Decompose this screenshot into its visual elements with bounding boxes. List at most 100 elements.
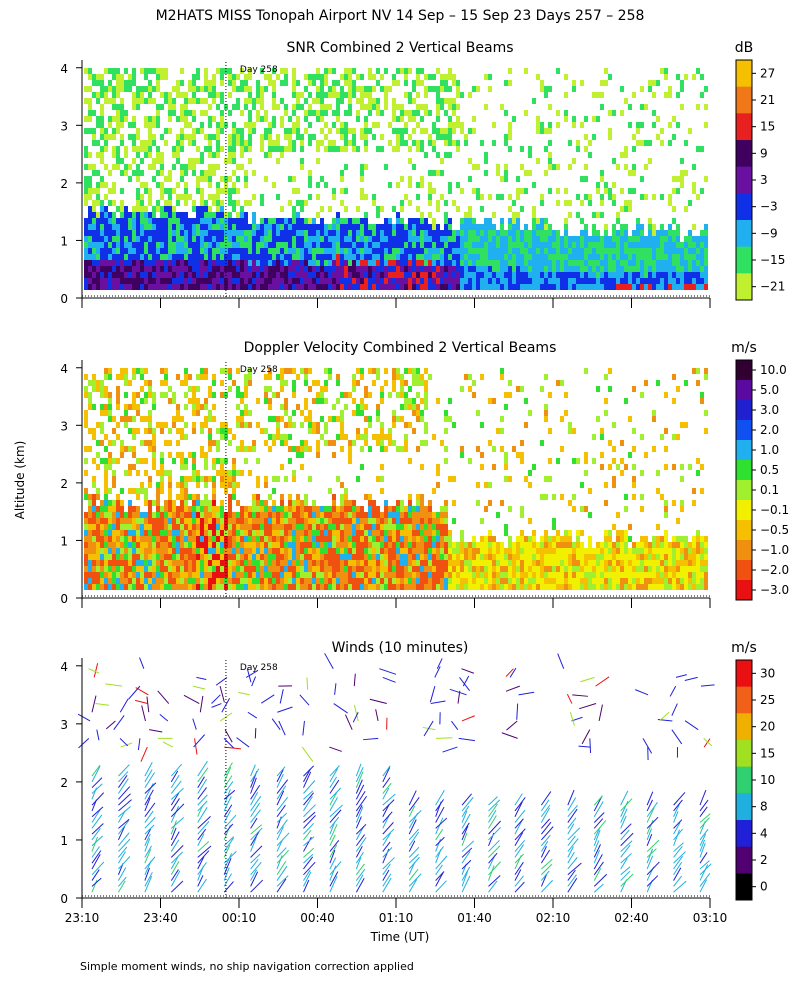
- snr-cell: [368, 68, 372, 74]
- snr-cell: [352, 86, 356, 92]
- snr-cell: [264, 134, 268, 140]
- snr-cell: [116, 146, 120, 152]
- doppler-cell: [360, 464, 364, 470]
- doppler-cell: [192, 428, 196, 434]
- doppler-cell: [172, 566, 176, 572]
- snr-cell: [548, 128, 552, 134]
- snr-cell: [296, 134, 300, 140]
- snr-cell: [380, 272, 384, 278]
- snr-cell: [392, 272, 396, 278]
- snr-cell: [560, 266, 564, 272]
- snr-cell: [704, 284, 708, 290]
- snr-cell: [356, 110, 360, 116]
- snr-cell: [676, 284, 680, 290]
- snr-cell: [568, 236, 572, 242]
- doppler-cell: [344, 572, 348, 578]
- snr-cell: [160, 272, 164, 278]
- doppler-cell: [240, 560, 244, 566]
- snr-cell: [396, 134, 400, 140]
- snr-cell: [208, 134, 212, 140]
- doppler-cell: [144, 572, 148, 578]
- doppler-cell: [368, 524, 372, 530]
- snr-cell: [452, 266, 456, 272]
- snr-cell: [172, 146, 176, 152]
- snr-cell: [236, 212, 240, 218]
- snr-cell: [232, 74, 236, 80]
- doppler-cell: [236, 386, 240, 392]
- snr-cell: [244, 176, 248, 182]
- doppler-cell: [260, 572, 264, 578]
- snr-cell: [456, 242, 460, 248]
- snr-cell: [176, 284, 180, 290]
- snr-cell: [508, 248, 512, 254]
- snr-cell: [248, 110, 252, 116]
- snr-cell: [432, 146, 436, 152]
- snr-cell: [552, 164, 556, 170]
- snr-cell: [276, 260, 280, 266]
- snr-cell: [596, 242, 600, 248]
- doppler-cell: [192, 566, 196, 572]
- snr-cell: [576, 248, 580, 254]
- snr-cell: [364, 212, 368, 218]
- doppler-cell: [296, 566, 300, 572]
- snr-cell: [144, 266, 148, 272]
- doppler-cell: [380, 446, 384, 452]
- doppler-cell: [280, 548, 284, 554]
- snr-cell: [264, 116, 268, 122]
- snr-cell: [396, 284, 400, 290]
- doppler-cell: [388, 536, 392, 542]
- doppler-cell: [216, 572, 220, 578]
- doppler-cell: [180, 518, 184, 524]
- snr-cell: [184, 284, 188, 290]
- snr-cell: [168, 176, 172, 182]
- doppler-cell: [384, 518, 388, 524]
- doppler-cell: [88, 392, 92, 398]
- snr-cell: [96, 80, 100, 86]
- snr-cell: [240, 68, 244, 74]
- snr-cell: [484, 284, 488, 290]
- snr-cell: [364, 194, 368, 200]
- doppler-cell: [280, 554, 284, 560]
- snr-cell: [604, 254, 608, 260]
- doppler-cell: [256, 506, 260, 512]
- snr-cell: [92, 248, 96, 254]
- doppler-cell: [152, 518, 156, 524]
- snr-cell: [288, 140, 292, 146]
- snr-cell: [112, 224, 116, 230]
- snr-cell: [612, 110, 616, 116]
- snr-cell: [292, 146, 296, 152]
- doppler-cell: [316, 560, 320, 566]
- snr-cell: [632, 134, 636, 140]
- doppler-cell: [316, 530, 320, 536]
- doppler-cell: [124, 554, 128, 560]
- snr-cell: [228, 188, 232, 194]
- doppler-cell: [268, 554, 272, 560]
- doppler-cell: [124, 368, 128, 374]
- snr-cell: [472, 224, 476, 230]
- snr-cell: [528, 248, 532, 254]
- snr-cell: [616, 266, 620, 272]
- snr-cell: [364, 86, 368, 92]
- snr-cell: [188, 80, 192, 86]
- doppler-cell: [404, 434, 408, 440]
- snr-cell: [660, 248, 664, 254]
- snr-cell: [188, 260, 192, 266]
- doppler-cell: [324, 530, 328, 536]
- doppler-cell: [176, 536, 180, 542]
- snr-cell: [336, 116, 340, 122]
- doppler-cell: [200, 476, 204, 482]
- doppler-cell: [180, 578, 184, 584]
- snr-cell: [492, 278, 496, 284]
- doppler-cell: [344, 566, 348, 572]
- snr-cell: [476, 260, 480, 266]
- snr-cell: [100, 128, 104, 134]
- snr-cell: [316, 140, 320, 146]
- snr-cell: [92, 212, 96, 218]
- snr-cell: [692, 278, 696, 284]
- snr-cell: [240, 248, 244, 254]
- snr-cell: [132, 68, 136, 74]
- doppler-cell: [384, 548, 388, 554]
- snr-cell: [288, 128, 292, 134]
- snr-cell: [400, 104, 404, 110]
- snr-cell: [100, 260, 104, 266]
